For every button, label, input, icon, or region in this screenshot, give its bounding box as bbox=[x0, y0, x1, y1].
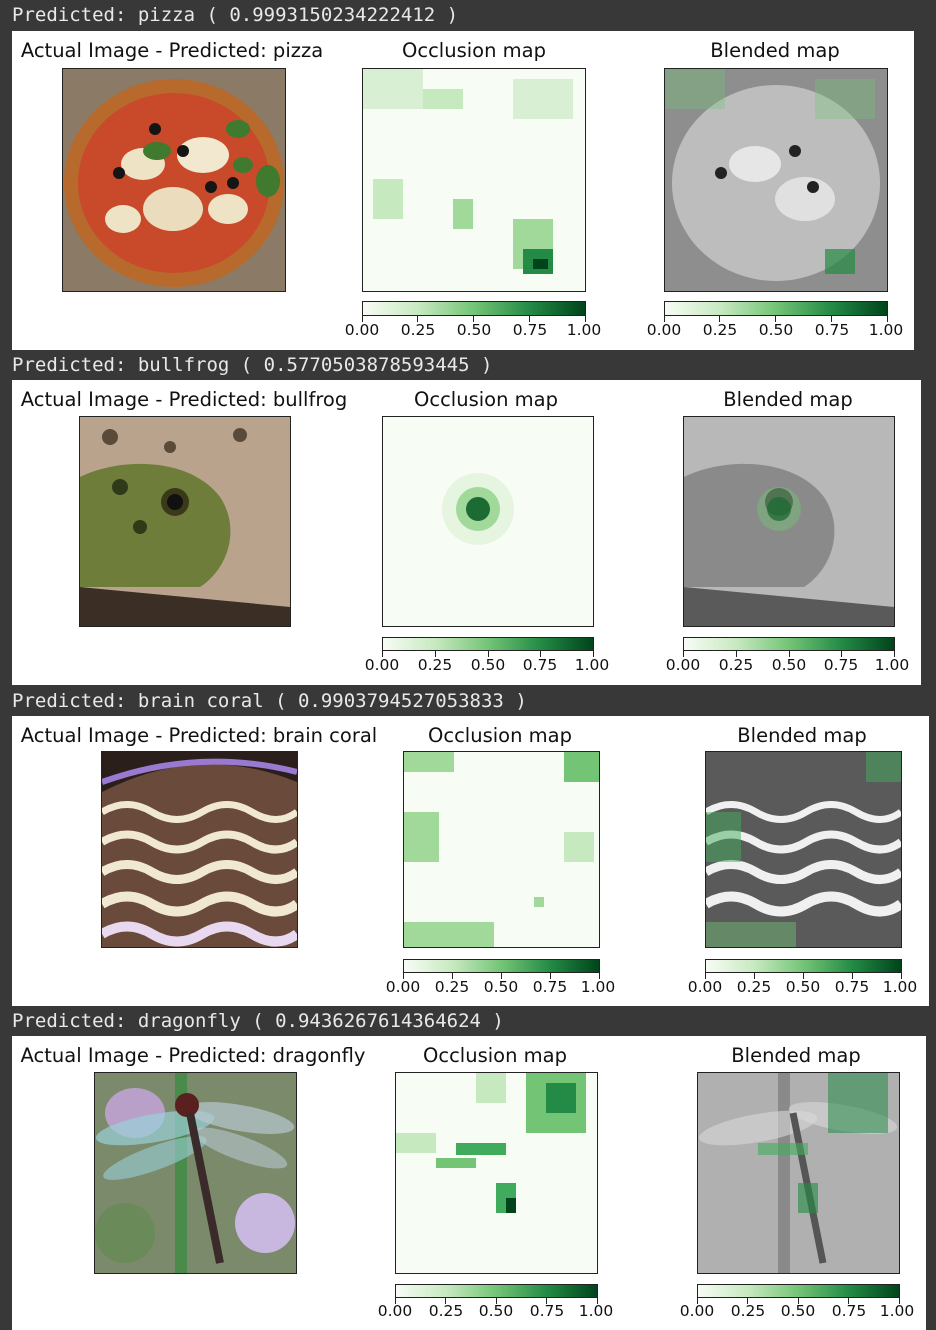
blended-map-title: Blended map bbox=[737, 724, 867, 747]
blended-map-title: Blended map bbox=[731, 1044, 861, 1067]
occlusion-map-pizza bbox=[362, 68, 586, 292]
tick-label: 0.00 bbox=[385, 978, 421, 996]
tick-label: 0.75 bbox=[814, 321, 850, 339]
prediction-label: Predicted: brain coral ( 0.9903794527053… bbox=[12, 690, 527, 712]
tick-label: 1.00 bbox=[574, 656, 610, 674]
tick-label: 1.00 bbox=[879, 1302, 915, 1320]
tick-label: 0.25 bbox=[434, 978, 470, 996]
tick-label: 0.75 bbox=[532, 978, 568, 996]
tick-label: 1.00 bbox=[566, 321, 602, 339]
tick-label: 1.00 bbox=[882, 978, 918, 996]
tick-label: 0.00 bbox=[646, 321, 682, 339]
result-panel-brain-coral: Actual Image - Predicted: brain coral Oc… bbox=[12, 716, 929, 1006]
occlusion-map-bullfrog bbox=[382, 416, 594, 627]
occlusion-map-brain-coral bbox=[403, 751, 600, 948]
tick-label: 0.00 bbox=[687, 978, 723, 996]
tick-label: 0.75 bbox=[529, 1302, 565, 1320]
tick-label: 0.00 bbox=[665, 656, 701, 674]
actual-image-title: Actual Image - Predicted: bullfrog bbox=[20, 388, 348, 411]
tick-label: 0.75 bbox=[512, 321, 548, 339]
tick-label: 0.25 bbox=[428, 1302, 464, 1320]
blended-map-brain-coral bbox=[705, 751, 902, 948]
tick-label: 0.75 bbox=[522, 656, 558, 674]
tick-label: 0.50 bbox=[771, 656, 807, 674]
colorbar bbox=[362, 301, 586, 316]
tick-label: 1.00 bbox=[874, 656, 910, 674]
tick-label: 0.00 bbox=[679, 1302, 715, 1320]
tick-label: 0.00 bbox=[377, 1302, 413, 1320]
occlusion-map-dragonfly bbox=[395, 1072, 598, 1274]
actual-image-title: Actual Image - Predicted: pizza bbox=[20, 39, 324, 62]
blended-map-pizza bbox=[664, 68, 888, 292]
occlusion-map-title: Occlusion map bbox=[402, 39, 546, 62]
prediction-label: Predicted: pizza ( 0.9993150234222412 ) bbox=[12, 4, 459, 26]
actual-image-bullfrog bbox=[79, 416, 291, 627]
tick-label: 0.50 bbox=[483, 978, 519, 996]
tick-label: 0.00 bbox=[364, 656, 400, 674]
tick-label: 0.25 bbox=[702, 321, 738, 339]
result-panel-dragonfly: Actual Image - Predicted: dragonfly Occl… bbox=[12, 1036, 926, 1330]
actual-image-pizza bbox=[62, 68, 286, 292]
colorbar bbox=[683, 637, 895, 651]
tick-label: 0.25 bbox=[400, 321, 436, 339]
tick-label: 0.75 bbox=[823, 656, 859, 674]
blended-map-title: Blended map bbox=[723, 388, 853, 411]
tick-label: 0.25 bbox=[730, 1302, 766, 1320]
occlusion-map-title: Occlusion map bbox=[414, 388, 558, 411]
result-panel-pizza: Actual Image - Predicted: pizza Occlusio… bbox=[12, 31, 914, 350]
tick-label: 0.00 bbox=[344, 321, 380, 339]
tick-label: 0.75 bbox=[831, 1302, 867, 1320]
colorbar bbox=[403, 959, 600, 973]
actual-image-title: Actual Image - Predicted: dragonfly bbox=[20, 1044, 366, 1067]
tick-label: 1.00 bbox=[578, 1302, 614, 1320]
tick-label: 0.50 bbox=[785, 978, 821, 996]
tick-label: 1.00 bbox=[580, 978, 616, 996]
tick-label: 0.75 bbox=[834, 978, 870, 996]
tick-label: 1.00 bbox=[868, 321, 904, 339]
tick-label: 0.25 bbox=[718, 656, 754, 674]
colorbar bbox=[697, 1284, 900, 1298]
colorbar bbox=[382, 637, 594, 651]
blended-map-title: Blended map bbox=[710, 39, 840, 62]
occlusion-map-title: Occlusion map bbox=[423, 1044, 567, 1067]
blended-map-dragonfly bbox=[697, 1072, 900, 1274]
tick-label: 0.25 bbox=[417, 656, 453, 674]
actual-image-dragonfly bbox=[94, 1072, 297, 1274]
blended-map-bullfrog bbox=[683, 416, 895, 627]
result-panel-bullfrog: Actual Image - Predicted: bullfrog Occlu… bbox=[12, 380, 921, 685]
tick-label: 0.50 bbox=[456, 321, 492, 339]
tick-label: 0.25 bbox=[736, 978, 772, 996]
tick-label: 0.50 bbox=[478, 1302, 514, 1320]
actual-image-brain-coral bbox=[101, 751, 298, 948]
tick-label: 0.50 bbox=[470, 656, 506, 674]
tick-label: 0.50 bbox=[758, 321, 794, 339]
tick-label: 0.50 bbox=[780, 1302, 816, 1320]
colorbar bbox=[664, 301, 888, 316]
colorbar bbox=[705, 959, 902, 973]
actual-image-title: Actual Image - Predicted: brain coral bbox=[20, 724, 378, 747]
prediction-label: Predicted: dragonfly ( 0.943626761436462… bbox=[12, 1010, 504, 1032]
colorbar bbox=[395, 1284, 598, 1298]
occlusion-map-title: Occlusion map bbox=[428, 724, 572, 747]
prediction-label: Predicted: bullfrog ( 0.5770503878593445… bbox=[12, 354, 493, 376]
